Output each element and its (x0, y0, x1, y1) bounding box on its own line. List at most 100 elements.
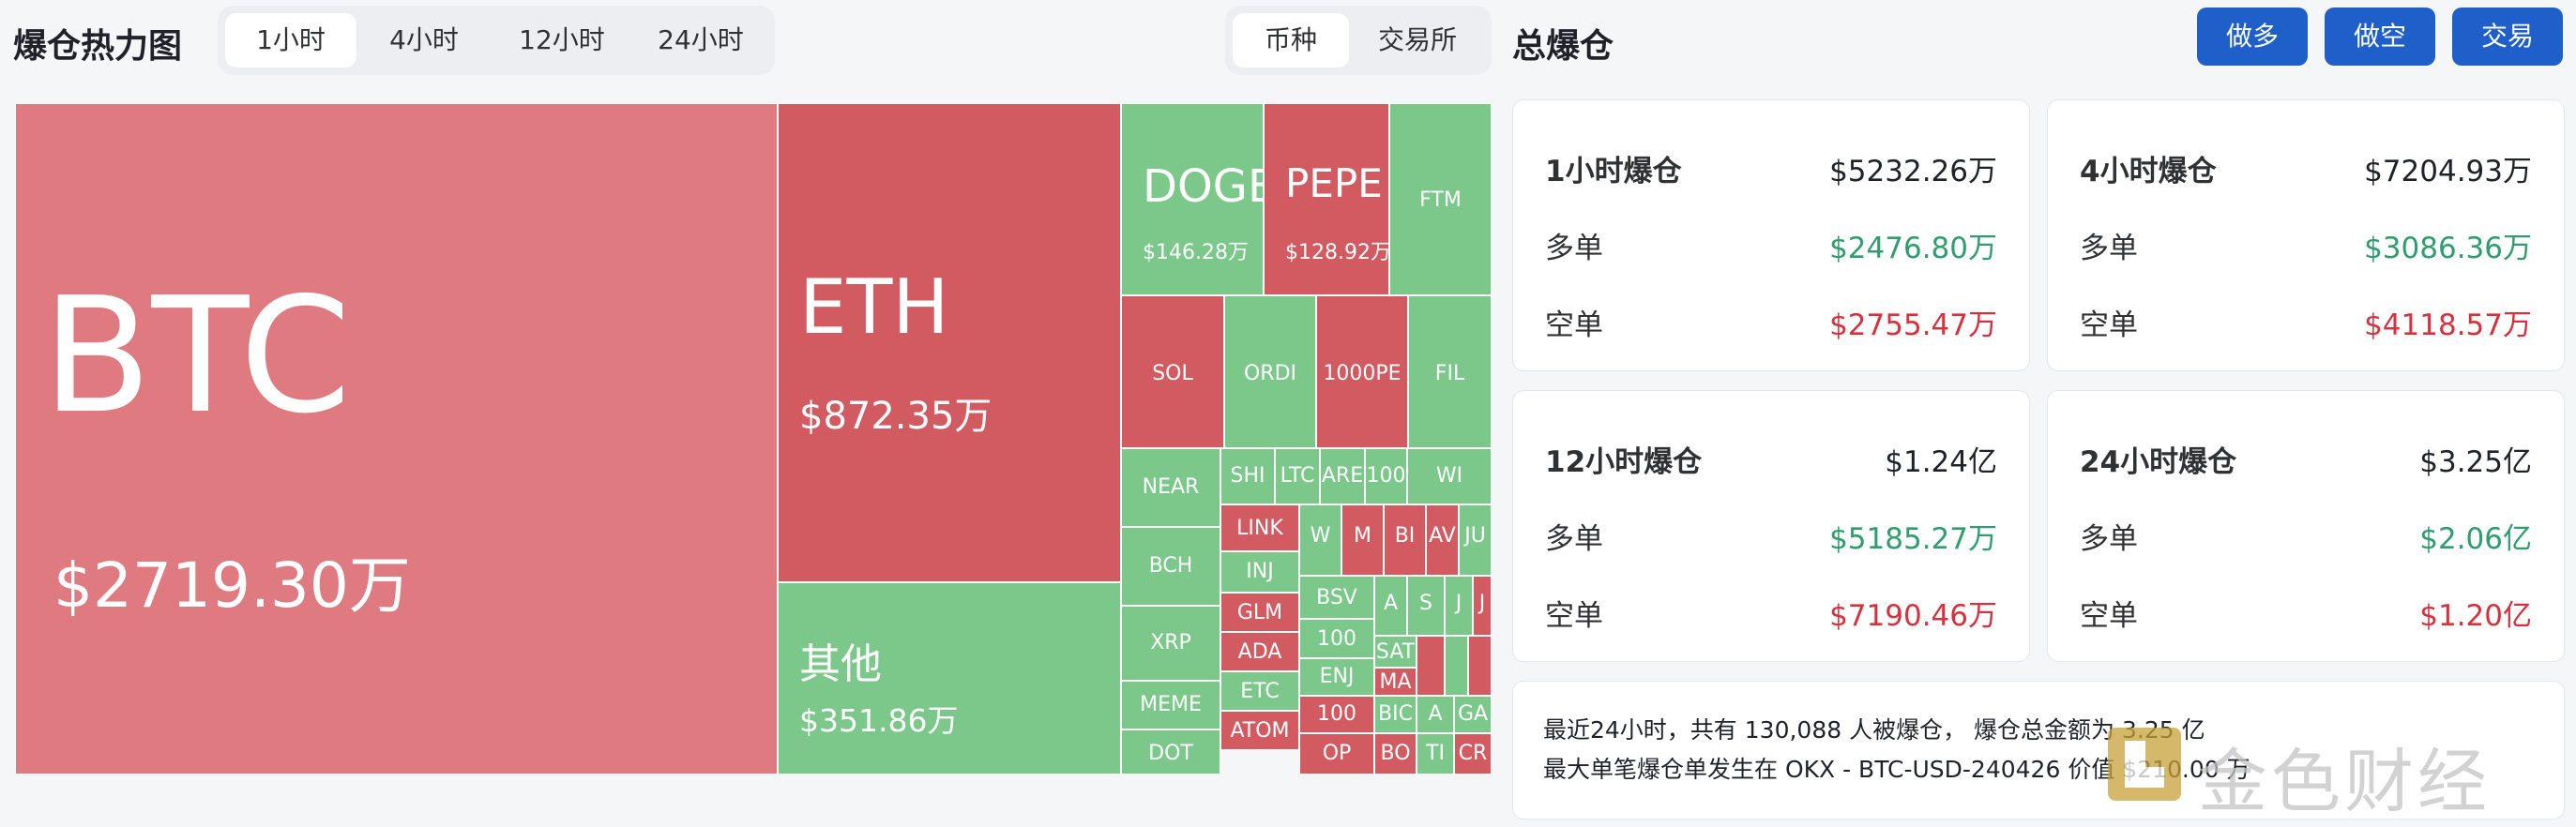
treemap-tile[interactable]: TI (1417, 733, 1454, 774)
treemap-tile[interactable]: OP (1299, 733, 1374, 774)
treemap-tile[interactable]: ETC (1220, 671, 1299, 711)
tile-symbol: 100 (1366, 464, 1406, 488)
short-value: $7190.46万 (1829, 599, 1997, 633)
treemap-tile[interactable]: GA (1454, 696, 1492, 733)
tile-symbol: DOGE (1143, 160, 1264, 213)
tile-symbol: INJ (1246, 560, 1274, 583)
treemap-tile[interactable]: J (1445, 576, 1473, 636)
tab-coin[interactable]: 币种 (1233, 13, 1349, 68)
tab-1h[interactable]: 1小时 (225, 13, 356, 68)
treemap-tile[interactable]: BCH (1121, 527, 1220, 606)
treemap-tile[interactable]: LINK (1220, 504, 1299, 551)
treemap-tile[interactable]: 100 (1299, 696, 1374, 733)
treemap-tile[interactable]: A (1374, 576, 1407, 636)
group-by-tabs: 币种 交易所 (1225, 6, 1492, 75)
tile-value: $351.86万 (799, 702, 959, 739)
treemap-tile[interactable] (1445, 636, 1468, 696)
treemap-tile[interactable]: FTM (1389, 103, 1492, 295)
stat-card-1h: 1小时爆仓 $5232.26万 多单 $2476.80万 空单 $2755.47万 (1512, 99, 2030, 371)
tile-symbol: 100 (1317, 702, 1356, 726)
tile-symbol: J (1455, 592, 1462, 615)
treemap-tile[interactable]: ADA (1220, 632, 1299, 671)
tile-symbol: ORDI (1243, 362, 1297, 385)
treemap-tile[interactable]: ENJ (1299, 658, 1374, 696)
tile-symbol: AV (1429, 524, 1456, 548)
tab-4h[interactable]: 4小时 (389, 24, 459, 55)
treemap-tile[interactable]: WI (1407, 448, 1492, 504)
stat-card-4h: 4小时爆仓 $7204.93万 多单 $3086.36万 空单 $4118.57万 (2047, 99, 2565, 371)
treemap-tile[interactable]: A (1417, 696, 1454, 733)
tile-symbol: 其他 (799, 640, 882, 688)
tile-symbol: BSV (1316, 586, 1357, 609)
treemap-tile[interactable]: 其他 $351.86万 (778, 582, 1121, 774)
treemap-tile[interactable]: DOGE $146.28万 (1121, 103, 1264, 295)
treemap-tile[interactable]: SAT (1374, 636, 1417, 668)
long-value: $3086.36万 (2364, 232, 2532, 265)
trade-button[interactable]: 交易 (2452, 8, 2563, 66)
treemap-tile[interactable]: ETH $872.35万 (778, 103, 1121, 582)
treemap-tile[interactable]: XRP (1121, 606, 1220, 681)
treemap-tile[interactable]: 100 (1365, 448, 1407, 504)
tab-12h[interactable]: 12小时 (519, 24, 605, 55)
treemap-tile[interactable]: INJ (1220, 551, 1299, 593)
jinse-logo-icon (2108, 728, 2181, 801)
treemap-tile[interactable]: FIL (1408, 295, 1492, 448)
treemap-tile[interactable]: MA (1374, 668, 1417, 696)
treemap-tile[interactable]: S (1407, 576, 1445, 636)
tile-symbol: SHI (1230, 464, 1265, 488)
treemap-tile[interactable]: CR (1454, 733, 1492, 774)
long-button[interactable]: 做多 (2197, 8, 2308, 66)
treemap-tile[interactable]: 100 (1299, 619, 1374, 658)
tile-symbol: BI (1394, 524, 1416, 548)
short-button[interactable]: 做空 (2325, 8, 2435, 66)
time-range-tabs: 1小时 4小时 12小时 24小时 (218, 6, 775, 75)
treemap-tile[interactable]: DOT (1121, 729, 1220, 774)
treemap-tile[interactable]: J (1473, 576, 1492, 636)
treemap-tile[interactable]: SHI (1220, 448, 1275, 504)
treemap-tile[interactable]: BI (1384, 504, 1426, 576)
treemap-tile[interactable]: ATOM (1220, 711, 1299, 750)
tile-value: $146.28万 (1143, 241, 1249, 264)
treemap-tile[interactable] (1468, 636, 1492, 696)
treemap-tile[interactable]: AV (1426, 504, 1459, 576)
tile-symbol: ETH (799, 263, 949, 351)
tile-symbol: BO (1380, 742, 1411, 765)
tile-symbol: A (1383, 592, 1399, 615)
tile-symbol: PEPE (1285, 160, 1383, 206)
tile-symbol: A (1428, 702, 1443, 726)
treemap-tile[interactable]: MEME (1121, 681, 1220, 729)
tile-symbol: BIC (1378, 702, 1413, 726)
treemap-tile[interactable]: SOL (1121, 295, 1224, 448)
stat-label: 1小时爆仓 (1545, 155, 1682, 188)
tile-symbol: GLM (1236, 601, 1283, 624)
tile-symbol: FTM (1419, 188, 1462, 212)
treemap-tile[interactable]: 1000PE (1316, 295, 1408, 448)
treemap-tile[interactable] (1417, 636, 1445, 696)
treemap-tile[interactable]: BIC (1374, 696, 1417, 733)
treemap-tile[interactable]: ARE (1320, 448, 1365, 504)
tile-symbol: SOL (1152, 362, 1193, 385)
treemap-tile[interactable]: LTC (1275, 448, 1320, 504)
treemap-tile[interactable]: JU (1459, 504, 1492, 576)
tile-symbol: ADA (1237, 640, 1282, 664)
treemap-tile[interactable]: GLM (1220, 593, 1299, 632)
tile-symbol: S (1419, 592, 1432, 615)
liquidation-treemap: BTC $2719.30万 ETH $872.35万其他 $351.86万 DOGE $14… (15, 103, 1492, 774)
stat-total: $1.24亿 (1885, 445, 1997, 479)
treemap-tile[interactable]: BO (1374, 733, 1417, 774)
treemap-tile[interactable]: NEAR (1121, 448, 1220, 527)
treemap-tile[interactable]: PEPE $128.92万 (1264, 103, 1389, 295)
summary-line-1: 最近24小时，共有 130,088 人被爆仓， 爆仓总金额为 3.25 亿 (1543, 716, 2205, 744)
stat-total: $3.25亿 (2419, 445, 2532, 479)
tile-symbol: CR (1458, 742, 1488, 765)
treemap-tile[interactable]: ORDI (1224, 295, 1316, 448)
short-label: 空单 (2080, 308, 2138, 342)
treemap-tile[interactable]: W (1299, 504, 1341, 576)
tab-24h[interactable]: 24小时 (658, 24, 744, 55)
treemap-tile[interactable]: M (1341, 504, 1384, 576)
treemap-tile[interactable]: BTC $2719.30万 (15, 103, 778, 774)
tile-symbol: WI (1435, 464, 1463, 488)
tab-exchange[interactable]: 交易所 (1377, 24, 1457, 55)
treemap-tile[interactable]: BSV (1299, 576, 1374, 619)
tile-symbol: LTC (1280, 464, 1315, 488)
